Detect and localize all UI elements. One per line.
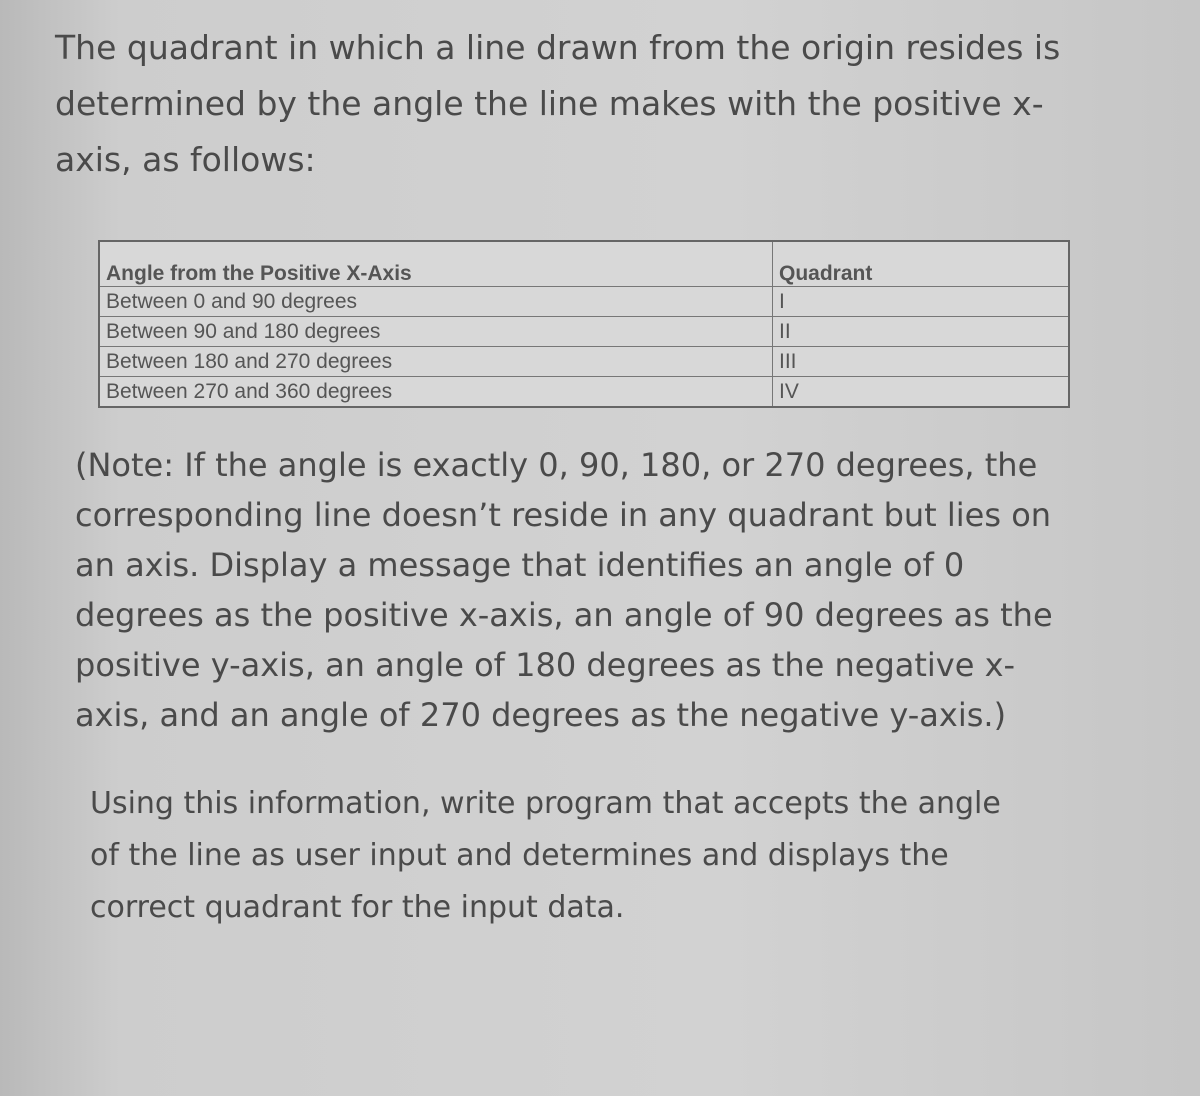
table-cell: IV (772, 376, 1070, 408)
header-cell: Quadrant (772, 240, 1070, 287)
table-cell: Between 180 and 270 degrees (98, 346, 773, 377)
quadrant-table: Angle from the Positive X-Axis Quadrant … (98, 240, 1070, 408)
table-row: Between 90 and 180 degrees II (98, 316, 1070, 347)
text-line: determined by the angle the line makes w… (55, 84, 1044, 123)
header-row: Angle from the Positive X-Axis Quadrant (98, 240, 1070, 287)
table-cell: Between 90 and 180 degrees (98, 316, 773, 347)
text-line: positive y-axis, an angle of 180 degrees… (75, 646, 1016, 684)
text-line: correct quadrant for the input data. (90, 890, 625, 925)
table-cell: III (772, 346, 1070, 377)
header-cell: Angle from the Positive X-Axis (98, 240, 773, 287)
text-line: (Note: If the angle is exactly 0, 90, 18… (75, 446, 1038, 484)
table-row: Between 0 and 90 degrees I (98, 286, 1070, 317)
instruction: Using this information, write program th… (90, 778, 1001, 934)
text-line: The quadrant in which a line drawn from … (55, 28, 1061, 67)
text-line: axis, as follows: (55, 140, 316, 179)
table-row: Between 180 and 270 degrees III (98, 346, 1070, 377)
table-cell: Between 0 and 90 degrees (98, 286, 773, 317)
text-line: an axis. Display a message that identifi… (75, 546, 965, 584)
text-line: of the line as user input and determines… (90, 838, 949, 873)
text-line: corresponding line doesn’t reside in any… (75, 496, 1052, 534)
table-row: Between 270 and 360 degrees IV (98, 376, 1070, 408)
text-line: degrees as the positive x-axis, an angle… (75, 596, 1053, 634)
text-line: axis, and an angle of 270 degrees as the… (75, 696, 1007, 734)
table-cell: I (772, 286, 1070, 317)
text-line: Using this information, write program th… (90, 786, 1001, 821)
table-cell: Between 270 and 360 degrees (98, 376, 773, 408)
table-body: Between 0 and 90 degrees I Between 90 and … (98, 286, 1070, 408)
note: (Note: If the angle is exactly 0, 90, 18… (75, 440, 1053, 740)
intro: The quadrant in which a line drawn from … (55, 20, 1060, 188)
table-cell: II (772, 316, 1070, 347)
